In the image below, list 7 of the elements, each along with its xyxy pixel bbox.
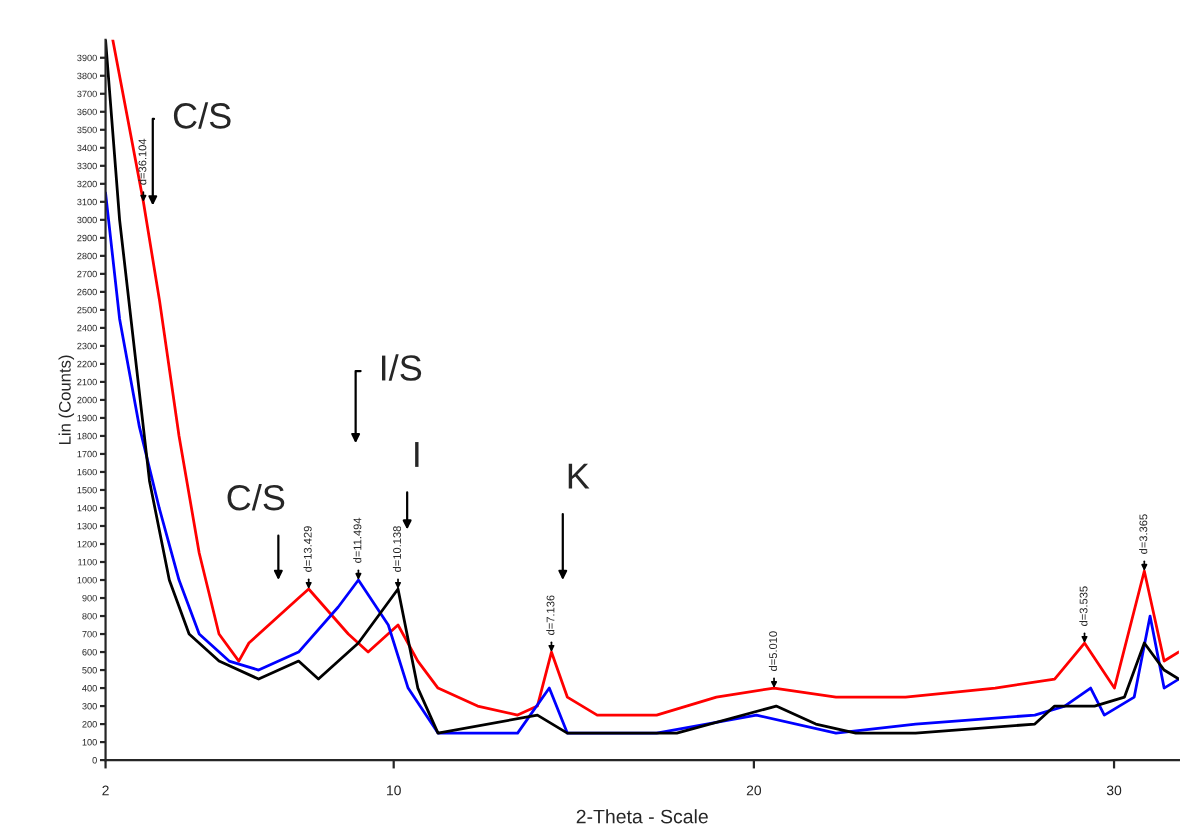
- x-axis-title: 2-Theta - Scale: [576, 809, 708, 824]
- annotation: C/S: [173, 102, 231, 129]
- annotation: I/S: [381, 354, 422, 381]
- annotation: I: [415, 442, 419, 467]
- annotation: C/S: [227, 483, 285, 511]
- annotation: K: [568, 463, 590, 489]
- y-axis-title: Lin (Counts): [58, 355, 75, 444]
